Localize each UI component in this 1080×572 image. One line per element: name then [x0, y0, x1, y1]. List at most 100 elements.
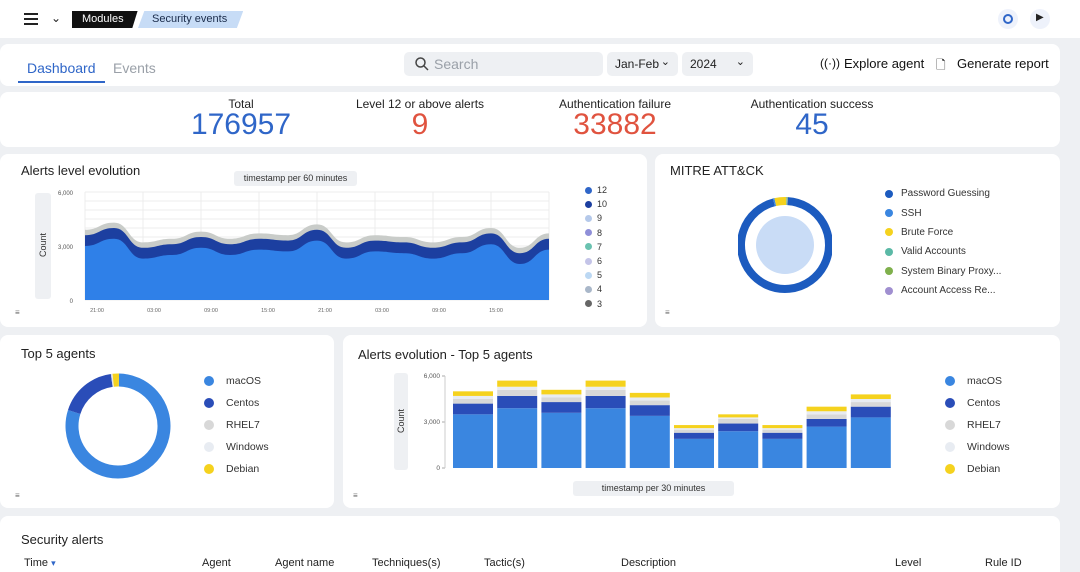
bar-rhel7[interactable] [762, 429, 803, 433]
tab-dashboard[interactable]: Dashboard [27, 60, 96, 76]
alerts-agents-legend-item[interactable]: Centos [945, 392, 1010, 414]
bar-debian[interactable] [453, 391, 493, 396]
bar-rhel7[interactable] [497, 389, 538, 396]
bar-macos[interactable] [718, 431, 759, 468]
bar-centos[interactable] [762, 432, 803, 439]
logout-button[interactable]: ▶ [1030, 9, 1050, 29]
mitre-legend-item[interactable]: Valid Accounts [885, 242, 1001, 261]
bar-windows[interactable] [497, 386, 538, 390]
chart-menu-icon[interactable]: ≡ [665, 308, 670, 317]
mitre-legend-item[interactable]: Password Guessing [885, 184, 1001, 203]
bar-centos[interactable] [497, 395, 538, 409]
year-select[interactable]: 2024 ⌄ [682, 52, 753, 76]
generate-report-button[interactable]: 🗋 Generate report [936, 56, 1049, 72]
bar-debian[interactable] [718, 414, 759, 418]
column-header-agent-name[interactable]: Agent name [275, 557, 335, 569]
bar-debian[interactable] [850, 394, 891, 399]
agents-slice-macos[interactable] [65, 373, 171, 479]
alerts-level-legend-item[interactable]: 8 [585, 226, 607, 240]
bar-rhel7[interactable] [674, 429, 714, 433]
alerts-level-legend-item[interactable]: 9 [585, 211, 607, 225]
bar-windows[interactable] [585, 386, 626, 390]
bar-centos[interactable] [850, 406, 891, 418]
alerts-agents-legend-item[interactable]: macOS [945, 370, 1010, 392]
bar-debian[interactable] [806, 406, 847, 412]
status-button[interactable] [998, 9, 1018, 29]
bar-windows[interactable] [762, 428, 803, 430]
bar-rhel7[interactable] [806, 414, 847, 419]
tab-events[interactable]: Events [113, 60, 156, 76]
bar-rhel7[interactable] [585, 389, 626, 396]
alerts-level-legend-item[interactable]: 12 [585, 183, 607, 197]
alerts-level-legend-item[interactable]: 10 [585, 197, 607, 211]
bar-centos[interactable] [629, 405, 670, 416]
top-agents-legend-item[interactable]: Windows [204, 436, 269, 458]
bar-centos[interactable] [674, 432, 714, 439]
bar-windows[interactable] [453, 395, 493, 399]
column-header-rule-id[interactable]: Rule ID [985, 557, 1022, 569]
column-header-level[interactable]: Level [895, 557, 922, 569]
column-header-agent[interactable]: Agent [202, 557, 231, 569]
breadcrumb-modules[interactable]: Modules [72, 11, 138, 28]
bar-windows[interactable] [629, 397, 670, 401]
alerts-agents-legend-item[interactable]: Debian [945, 458, 1010, 480]
bar-centos[interactable] [806, 418, 847, 427]
bar-windows[interactable] [718, 417, 759, 419]
mitre-slice-brute-force[interactable] [774, 197, 787, 207]
bar-windows[interactable] [850, 399, 891, 403]
menu-icon[interactable] [24, 13, 38, 25]
alerts-level-legend-item[interactable]: 7 [585, 240, 607, 254]
bar-debian[interactable] [629, 392, 670, 398]
bar-macos[interactable] [497, 408, 538, 468]
bar-debian[interactable] [674, 425, 714, 429]
bar-macos[interactable] [541, 412, 582, 468]
explore-agent-button[interactable]: ((·)) Explore agent [820, 56, 924, 71]
bar-centos[interactable] [585, 395, 626, 409]
alerts-level-legend-item[interactable]: 4 [585, 282, 607, 296]
mitre-legend-item[interactable]: System Binary Proxy... [885, 262, 1001, 281]
alerts-level-legend-item[interactable]: 3 [585, 297, 607, 311]
bar-macos[interactable] [762, 438, 803, 468]
bar-macos[interactable] [806, 426, 847, 468]
column-header-time[interactable]: Time ▾ [24, 557, 56, 569]
bar-centos[interactable] [541, 402, 582, 413]
bar-rhel7[interactable] [718, 418, 759, 424]
bar-centos[interactable] [718, 423, 759, 432]
alerts-agents-legend-item[interactable]: RHEL7 [945, 414, 1010, 436]
bar-rhel7[interactable] [453, 399, 493, 404]
top-agents-legend-item[interactable]: Debian [204, 458, 269, 480]
column-header-tactics[interactable]: Tactic(s) [484, 557, 525, 569]
column-header-description[interactable]: Description [621, 557, 677, 569]
chart-menu-icon[interactable]: ≡ [15, 308, 20, 317]
chart-menu-icon[interactable]: ≡ [15, 491, 20, 500]
mitre-legend-item[interactable]: Brute Force [885, 223, 1001, 242]
bar-rhel7[interactable] [629, 400, 670, 406]
bar-debian[interactable] [762, 425, 803, 429]
bar-windows[interactable] [674, 428, 714, 430]
breadcrumb-current[interactable]: Security events [138, 11, 244, 28]
month-range-select[interactable]: Jan-Feb ⌄ [607, 52, 678, 76]
bar-windows[interactable] [806, 411, 847, 415]
bar-windows[interactable] [541, 394, 582, 398]
bar-rhel7[interactable] [541, 397, 582, 403]
top-agents-legend-item[interactable]: macOS [204, 370, 269, 392]
bar-macos[interactable] [674, 438, 714, 468]
bar-macos[interactable] [453, 414, 493, 468]
bar-macos[interactable] [850, 417, 891, 468]
bar-debian[interactable] [541, 389, 582, 395]
mitre-legend-item[interactable]: SSH [885, 203, 1001, 222]
bar-macos[interactable] [629, 415, 670, 468]
mitre-legend-item[interactable]: Account Access Re... [885, 281, 1001, 300]
chevron-down-icon[interactable]: ⌄ [51, 11, 62, 25]
alerts-level-legend-item[interactable]: 5 [585, 268, 607, 282]
bar-debian[interactable] [585, 380, 626, 387]
bar-debian[interactable] [497, 380, 538, 387]
top-agents-legend-item[interactable]: Centos [204, 392, 269, 414]
agents-slice-centos[interactable] [67, 373, 113, 415]
bar-macos[interactable] [585, 408, 626, 468]
column-header-techniques[interactable]: Techniques(s) [372, 557, 441, 569]
bar-centos[interactable] [453, 403, 493, 415]
mitre-slice-password-guessing[interactable] [738, 197, 832, 293]
alerts-level-legend-item[interactable]: 6 [585, 254, 607, 268]
alerts-agents-legend-item[interactable]: Windows [945, 436, 1010, 458]
